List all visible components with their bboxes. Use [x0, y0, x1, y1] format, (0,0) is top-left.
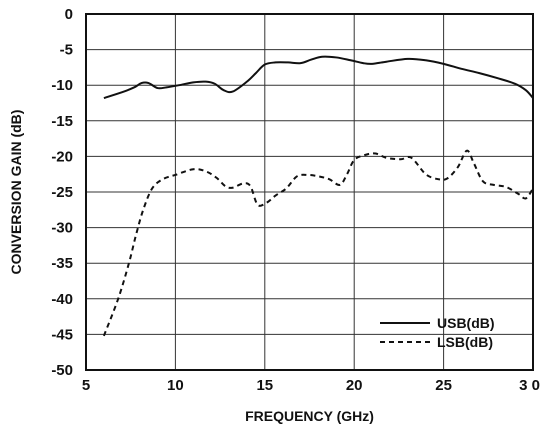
y-axis-title: CONVERSION GAIN (dB) — [8, 110, 24, 275]
y-tick-label: -35 — [51, 255, 73, 272]
grid-lines — [86, 14, 533, 370]
legend-label-usb: USB(dB) — [437, 315, 495, 331]
y-tick-label: -30 — [51, 220, 73, 237]
series-lines — [102, 55, 534, 337]
x-tick-label: 25 — [435, 377, 452, 394]
x-axis-title: FREQUENCY (GHz) — [245, 408, 374, 424]
plot-frame — [85, 13, 534, 371]
x-tick-label: 3 0 — [519, 377, 540, 394]
y-tick-label: -25 — [51, 184, 73, 201]
series-line-lsb — [102, 149, 534, 337]
x-tick-label: 10 — [167, 377, 184, 394]
y-tick-label: -45 — [51, 326, 73, 343]
tick-labels: 0 -5 -10 -15 -20 -25 -30 -35 -40 -45 -50 5 10 15 20 25 3… — [51, 6, 540, 394]
y-tick-label: -15 — [51, 113, 73, 130]
series-line-usb — [103, 55, 534, 99]
y-tick-label: -10 — [51, 77, 73, 94]
legend-label-lsb: LSB(dB) — [437, 334, 493, 350]
x-tick-label: 15 — [256, 377, 273, 394]
y-tick-label: -50 — [51, 362, 73, 379]
y-tick-label: -40 — [51, 291, 73, 308]
x-tick-label: 5 — [82, 377, 90, 394]
y-tick-label: 0 — [65, 6, 73, 23]
legend: USB(dB) LSB(dB) — [380, 315, 495, 350]
x-tick-label: 20 — [346, 377, 363, 394]
y-tick-label: -20 — [51, 148, 73, 165]
y-tick-label: -5 — [60, 42, 73, 59]
